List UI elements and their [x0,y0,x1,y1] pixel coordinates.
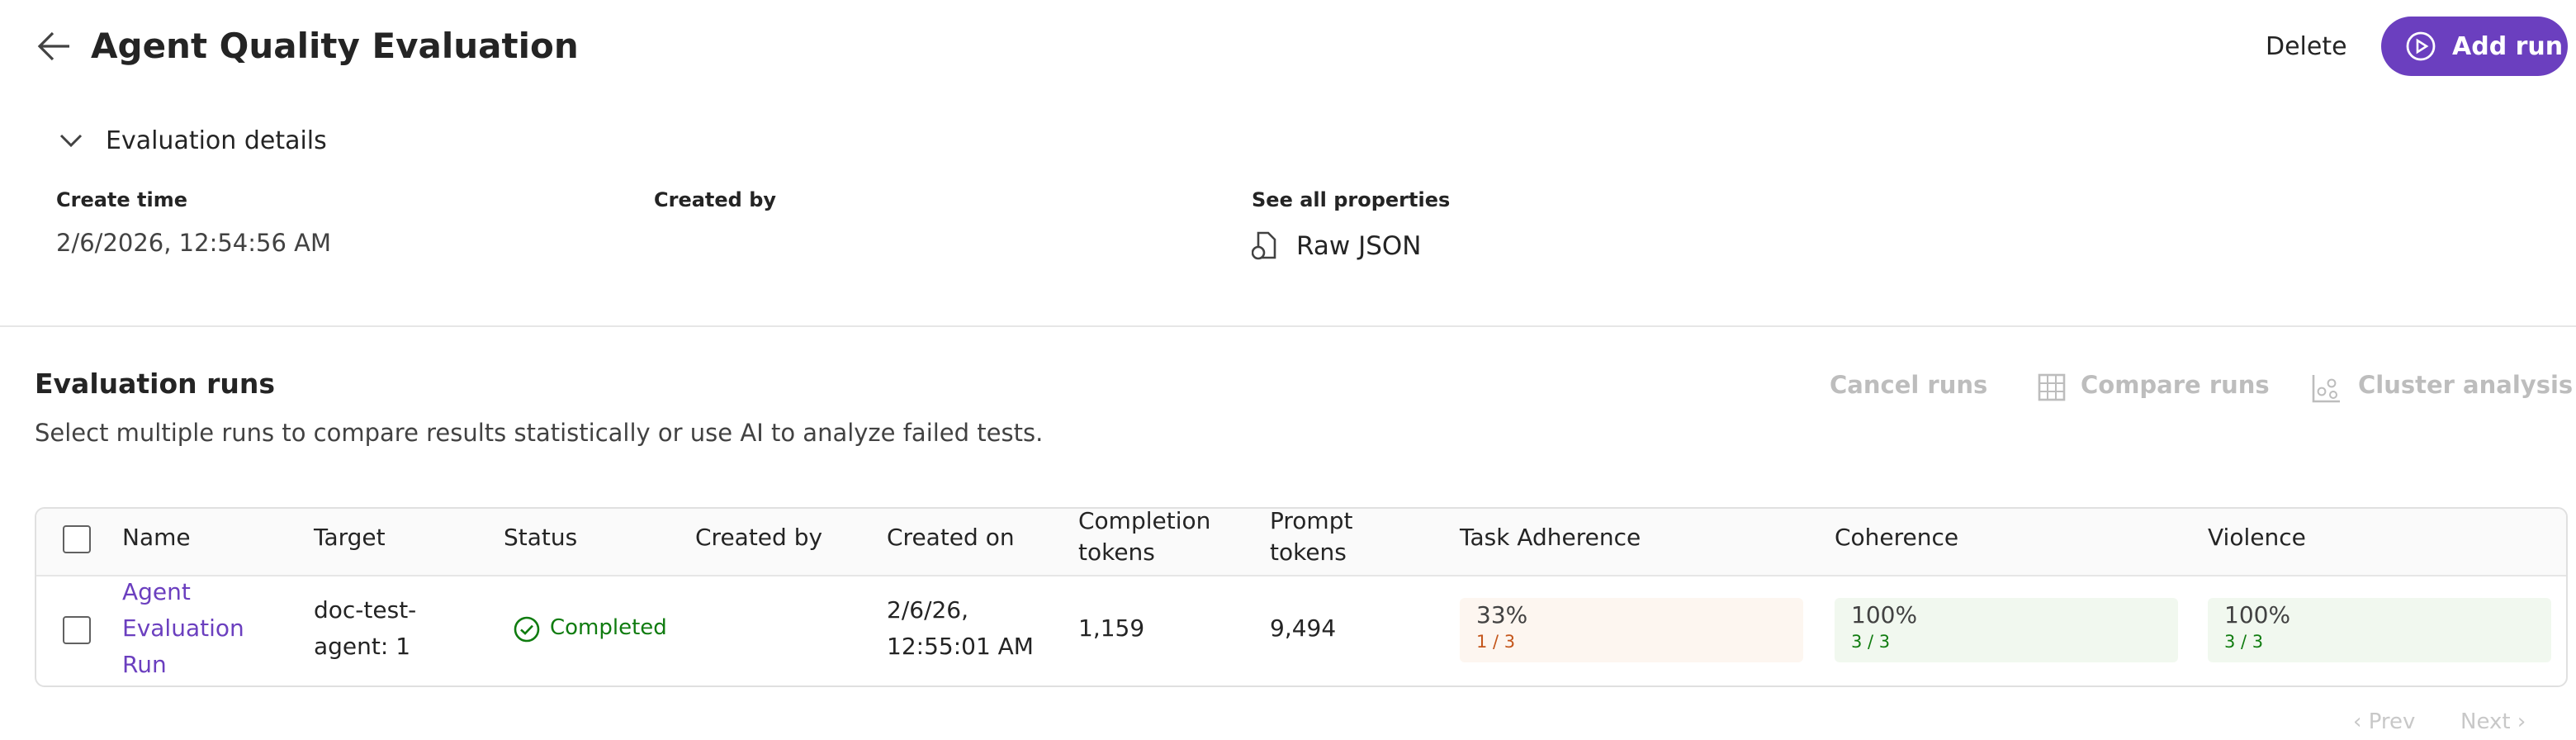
cluster-analysis-button: Cluster analysis [2358,373,2574,400]
column-header: Created by [695,525,823,552]
column-header: Created on [887,525,1015,552]
runs-table [35,507,2568,687]
json-icon [1252,231,1276,260]
body: Agent Quality Evaluation Delete Add run … [0,17,2576,735]
metric-detail: 3 / 3 [1851,633,1891,652]
target: doc-test-agent: 1 [314,598,417,661]
page-title: Agent Quality Evaluation [91,26,579,66]
prev-label: Prev [2368,710,2416,735]
cancel-runs-button: Cancel runs [1830,373,1988,400]
delete-button[interactable]: Delete [2266,31,2347,61]
metric-value: 100% [2224,603,2291,629]
completion-tokens: 1,159 [1078,616,1145,643]
column-header: Status [504,525,578,552]
field-label: See all properties [1252,188,1451,211]
metric-cell: 100% 3 / 3 [1835,598,2178,662]
select-all-checkbox[interactable] [63,525,91,553]
field-label: Created by [654,188,777,211]
run-name-link[interactable]: Agent Evaluation Run [122,580,244,679]
divider [0,325,2576,327]
compare-runs-button: Compare runs [2081,373,2270,400]
status-icon [514,616,540,643]
row-checkbox[interactable] [63,616,91,644]
metric-cell: 33% 1 / 3 [1460,598,1803,662]
column-header: Coherence [1835,525,1959,552]
field-value: 2/6/2026, 12:54:56 AM [56,231,332,258]
next-button[interactable]: Next › [2460,710,2526,735]
metric-detail: 1 / 3 [1476,633,1516,652]
metric-value: 100% [1851,603,1918,629]
compare-icon [2038,373,2066,401]
column-header: Target [314,525,386,552]
metric-value: 33% [1476,603,1528,629]
add-run-label: Add run [2452,31,2564,61]
column-header: Prompt tokens [1270,509,1353,567]
raw-json-link[interactable]: Raw JSON [1296,231,1422,261]
column-header: Violence [2208,525,2306,552]
next-label: Next [2460,710,2511,735]
created-on: 2/6/26, 12:55:01 AM [887,598,1034,661]
column-header: Task Adherence [1460,525,1641,552]
metric-cell: 100% 3 / 3 [2208,598,2551,662]
section-title: Evaluation runs [35,368,276,400]
add-run-icon [2406,31,2436,61]
prompt-tokens: 9,494 [1270,616,1337,643]
metric-detail: 3 / 3 [2224,633,2264,652]
table-header [36,509,2566,576]
field-label: Create time [56,188,188,211]
back-button[interactable] [36,30,73,63]
column-header: Name [122,525,191,552]
details-toggle[interactable]: Evaluation details [106,126,327,155]
details-chevron[interactable] [58,130,84,150]
column-header: Completion tokens [1078,509,1211,567]
prev-button[interactable]: ‹ Prev [2353,710,2416,735]
add-run-button[interactable]: Add run [2381,17,2568,76]
status: Completed [550,616,667,641]
section-subtitle: Select multiple runs to compare results … [35,421,1044,448]
cluster-icon [2312,375,2340,403]
page: Agent Quality Evaluation {"header": {"ti… [0,17,2576,735]
screen: Agent Quality Evaluation Delete Add run … [0,17,2576,735]
